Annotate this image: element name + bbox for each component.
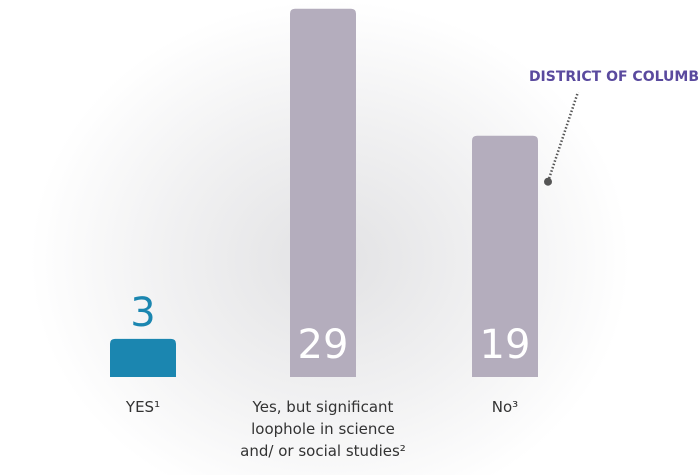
value-label: 3 <box>130 290 155 336</box>
bar <box>290 8 356 377</box>
category-label: No³ <box>491 398 519 416</box>
bar <box>110 338 176 377</box>
bar <box>472 135 538 377</box>
category-label: YES¹ <box>125 398 161 416</box>
value-label: 19 <box>480 322 531 368</box>
category-label: Yes, but significant loophole in science… <box>240 398 406 460</box>
value-label: 29 <box>298 322 349 368</box>
annotation: DISTRICT OF COLUMBIA <box>529 69 700 85</box>
annotation-leader <box>546 91 580 183</box>
annotation-dot <box>544 177 552 186</box>
